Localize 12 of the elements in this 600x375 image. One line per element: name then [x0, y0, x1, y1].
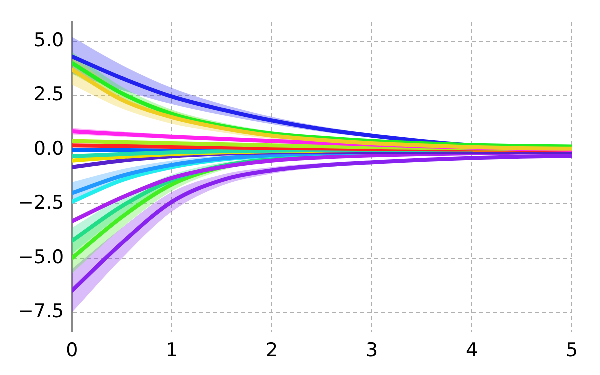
y-tick-label: −7.5	[18, 300, 64, 323]
y-tick-label: −5.0	[18, 246, 64, 268]
x-tick-label: 5	[566, 340, 578, 362]
y-tick-label: 2.5	[34, 84, 64, 106]
x-tick-label: 4	[466, 340, 478, 362]
x-tick-label: 3	[366, 340, 378, 362]
x-tick-label: 0	[66, 340, 78, 362]
y-tick-label: 0.0	[34, 138, 64, 160]
y-tick-label: 5.0	[34, 29, 64, 52]
y-tick-label: −2.5	[18, 192, 64, 214]
x-tick-label: 2	[266, 340, 278, 362]
x-tick-label: 1	[166, 340, 178, 362]
